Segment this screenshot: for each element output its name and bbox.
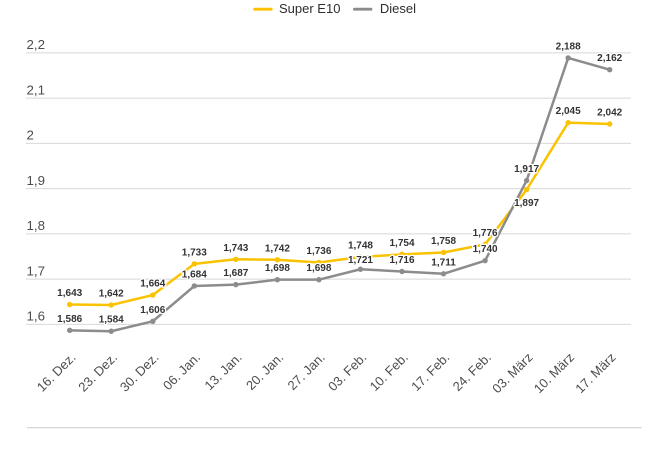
svg-text:1,742: 1,742 — [265, 243, 290, 254]
svg-text:2,1: 2,1 — [27, 82, 46, 97]
svg-text:1,8: 1,8 — [27, 218, 46, 233]
svg-text:1,758: 1,758 — [431, 236, 456, 247]
svg-text:1,721: 1,721 — [348, 255, 373, 266]
svg-text:1,684: 1,684 — [182, 269, 207, 280]
svg-text:1,698: 1,698 — [265, 263, 290, 274]
svg-text:1,748: 1,748 — [348, 241, 373, 252]
svg-text:1,733: 1,733 — [182, 247, 207, 258]
svg-text:1,776: 1,776 — [473, 228, 498, 239]
svg-text:1,754: 1,754 — [389, 238, 414, 249]
svg-text:1,736: 1,736 — [306, 246, 331, 257]
svg-text:1,642: 1,642 — [99, 289, 124, 300]
svg-text:1,740: 1,740 — [473, 244, 498, 255]
svg-text:1,6: 1,6 — [27, 309, 46, 324]
svg-text:Diesel: Diesel — [380, 1, 416, 16]
svg-text:2,042: 2,042 — [597, 108, 622, 119]
svg-text:1,606: 1,606 — [140, 305, 165, 316]
svg-text:2,045: 2,045 — [556, 106, 581, 117]
svg-text:1,698: 1,698 — [306, 263, 331, 274]
svg-text:1,586: 1,586 — [57, 314, 82, 325]
svg-text:1,743: 1,743 — [223, 243, 248, 254]
svg-text:2: 2 — [27, 128, 34, 143]
svg-text:1,716: 1,716 — [389, 255, 414, 266]
svg-text:2,2: 2,2 — [27, 37, 46, 52]
svg-text:1,664: 1,664 — [140, 279, 165, 290]
svg-text:1,643: 1,643 — [57, 288, 82, 299]
svg-text:1,7: 1,7 — [27, 263, 46, 278]
svg-text:1,584: 1,584 — [99, 315, 124, 326]
svg-text:2,188: 2,188 — [556, 41, 581, 52]
svg-text:2,162: 2,162 — [597, 53, 622, 64]
svg-text:1,687: 1,687 — [223, 268, 248, 279]
svg-text:1,9: 1,9 — [27, 173, 46, 188]
svg-text:1,897: 1,897 — [514, 198, 539, 209]
svg-text:1,711: 1,711 — [431, 257, 456, 268]
svg-text:1,917: 1,917 — [514, 164, 539, 175]
svg-text:Super E10: Super E10 — [279, 1, 340, 16]
